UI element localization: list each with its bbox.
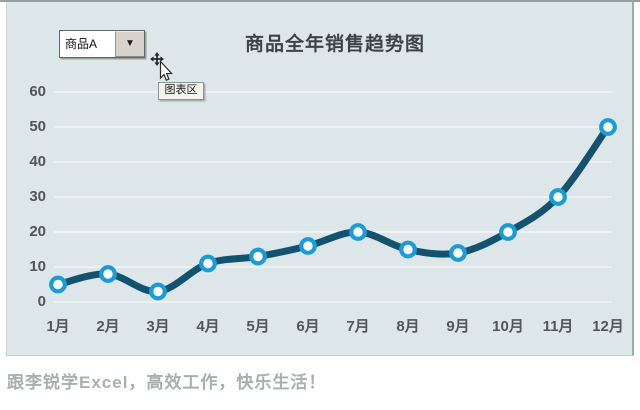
data-point-6月[interactable] [299, 237, 317, 255]
y-axis-label: 60 [29, 83, 46, 100]
x-axis-label: 1月 [46, 318, 70, 335]
x-axis-label: 6月 [296, 318, 320, 335]
y-axis-label: 20 [29, 223, 46, 240]
gridlines [54, 91, 612, 303]
y-axis-label: 10 [29, 258, 46, 275]
y-axis-label: 50 [29, 118, 46, 135]
series-dropdown[interactable]: 商品A ▼ [59, 30, 145, 58]
data-point-12月[interactable] [599, 118, 617, 136]
chart-title: 商品全年销售趋势图 [244, 34, 425, 55]
series-markers [49, 118, 617, 301]
data-point-3月[interactable] [149, 282, 167, 301]
footer-slogan: 跟李锐学Excel，高效工作，快乐生活！ [7, 373, 327, 392]
data-point-4月[interactable] [199, 254, 217, 273]
y-axis-label: 30 [29, 188, 46, 205]
x-axis-label: 3月 [146, 318, 170, 335]
x-axis-label: 5月 [246, 318, 270, 335]
x-axis-label: 11月 [542, 318, 574, 335]
data-point-10月[interactable] [499, 223, 517, 241]
data-point-2月[interactable] [99, 265, 117, 283]
chart-area[interactable] [6, 2, 634, 356]
data-point-7月[interactable] [349, 223, 367, 241]
x-axis-label: 10月 [492, 318, 524, 335]
window-top-border [0, 0, 640, 2]
x-axis-label: 9月 [446, 318, 470, 335]
x-axis-label: 4月 [196, 318, 220, 335]
data-point-9月[interactable] [449, 244, 467, 262]
data-point-8月[interactable] [399, 240, 417, 259]
dropdown-arrow-icon: ▼ [125, 38, 135, 49]
series-dropdown-value: 商品A [65, 37, 98, 51]
y-axis-label: 40 [29, 153, 46, 170]
chartarea-tooltip: 图表区 [158, 82, 204, 100]
data-point-5月[interactable] [249, 247, 267, 266]
series-dropdown-button[interactable]: ▼ [115, 31, 144, 57]
y-axis-label: 0 [37, 293, 46, 310]
x-axis-label: 12月 [592, 318, 624, 335]
data-point-11月[interactable] [549, 188, 567, 206]
x-axis-label: 7月 [346, 318, 370, 335]
x-axis-label: 2月 [96, 318, 120, 335]
move-cursor-icon [149, 52, 177, 84]
data-point-1月[interactable] [49, 275, 67, 294]
x-axis-label: 8月 [396, 318, 420, 335]
